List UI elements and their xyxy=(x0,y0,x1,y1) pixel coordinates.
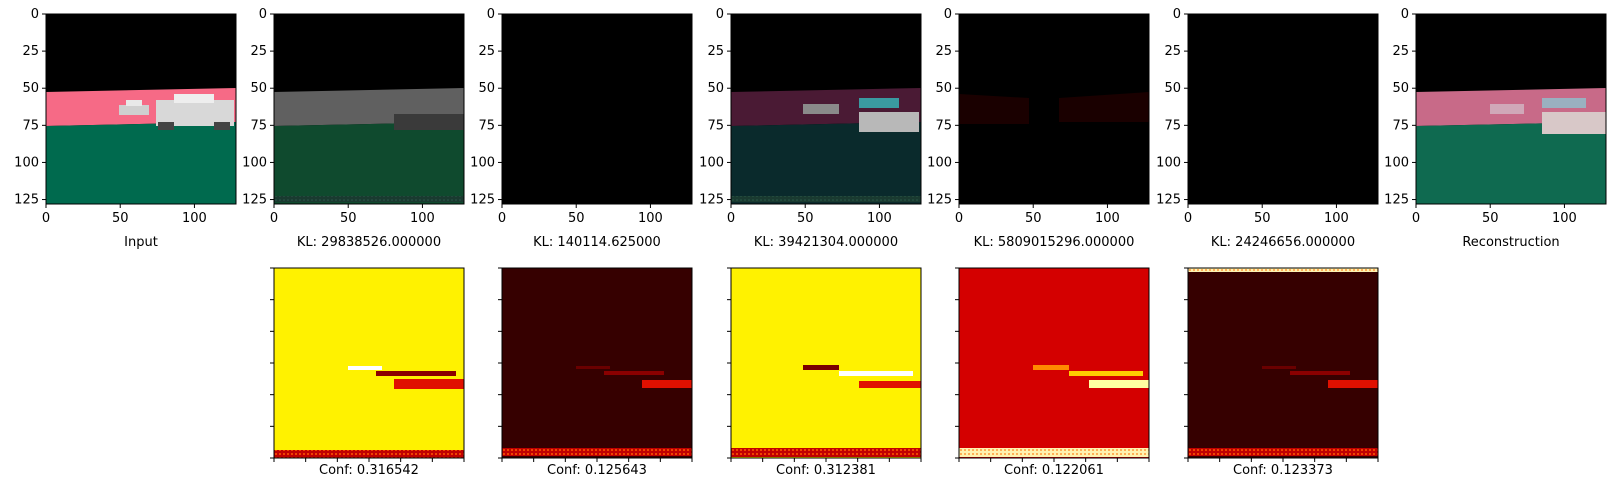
y-tick-label: 25 xyxy=(250,44,267,59)
y-tick-label: 75 xyxy=(707,118,724,133)
y-tick-label: 50 xyxy=(1164,81,1181,96)
conf-label-1: Conf: 0.316542 xyxy=(319,463,419,478)
y-tick-label: 25 xyxy=(478,44,495,59)
x-tick-label: 50 xyxy=(797,211,814,226)
kl-label-1: KL: 29838526.000000 xyxy=(297,235,441,250)
x-tick-label: 50 xyxy=(1025,211,1042,226)
x-tick-label: 100 xyxy=(1552,211,1577,226)
x-tick-label: 0 xyxy=(498,211,506,226)
heatmap-2 xyxy=(501,267,693,459)
component-3-panel xyxy=(730,13,922,205)
x-tick-label: 50 xyxy=(112,211,129,226)
y-tick-label: 25 xyxy=(1392,44,1409,59)
y-tick-label: 100 xyxy=(927,155,952,170)
y-tick-label: 50 xyxy=(1392,81,1409,96)
x-tick-label: 100 xyxy=(638,211,663,226)
component-5-panel xyxy=(1187,13,1379,205)
y-tick-label: 75 xyxy=(250,118,267,133)
x-tick-label: 100 xyxy=(1324,211,1349,226)
y-tick-label: 100 xyxy=(699,155,724,170)
y-tick-label: 0 xyxy=(487,7,495,22)
reconstruction-caption: Reconstruction xyxy=(1462,235,1559,250)
y-tick-label: 100 xyxy=(1156,155,1181,170)
x-tick-label: 0 xyxy=(42,211,50,226)
component-4-panel xyxy=(958,13,1150,205)
y-tick-label: 125 xyxy=(699,193,724,208)
input-caption: Input xyxy=(124,235,158,250)
y-tick-label: 0 xyxy=(259,7,267,22)
y-tick-label: 125 xyxy=(242,193,267,208)
x-tick-label: 0 xyxy=(955,211,963,226)
y-tick-label: 25 xyxy=(935,44,952,59)
x-tick-label: 0 xyxy=(1184,211,1192,226)
heatmap-5 xyxy=(1187,267,1379,459)
heatmap-3 xyxy=(730,267,922,459)
kl-label-2: KL: 140114.625000 xyxy=(533,235,661,250)
y-tick-label: 0 xyxy=(716,7,724,22)
y-tick-label: 125 xyxy=(927,193,952,208)
y-tick-label: 50 xyxy=(250,81,267,96)
y-tick-label: 50 xyxy=(707,81,724,96)
x-tick-label: 50 xyxy=(340,211,357,226)
y-tick-label: 75 xyxy=(1392,118,1409,133)
x-tick-label: 0 xyxy=(1412,211,1420,226)
x-tick-label: 0 xyxy=(270,211,278,226)
conf-label-2: Conf: 0.125643 xyxy=(547,463,647,478)
x-tick-label: 50 xyxy=(1482,211,1499,226)
x-tick-label: 100 xyxy=(182,211,207,226)
y-tick-label: 25 xyxy=(707,44,724,59)
y-tick-label: 125 xyxy=(1156,193,1181,208)
y-tick-label: 100 xyxy=(1384,155,1409,170)
kl-label-5: KL: 24246656.000000 xyxy=(1211,235,1355,250)
x-tick-label: 100 xyxy=(1095,211,1120,226)
y-tick-label: 50 xyxy=(935,81,952,96)
input-panel xyxy=(45,13,237,205)
heatmap-4 xyxy=(958,267,1150,459)
y-tick-label: 125 xyxy=(14,193,39,208)
y-tick-label: 0 xyxy=(31,7,39,22)
y-tick-label: 50 xyxy=(22,81,39,96)
y-tick-label: 100 xyxy=(470,155,495,170)
y-tick-label: 25 xyxy=(22,44,39,59)
component-2-panel xyxy=(501,13,693,205)
x-tick-label: 50 xyxy=(1254,211,1271,226)
y-tick-label: 75 xyxy=(1164,118,1181,133)
x-tick-label: 100 xyxy=(410,211,435,226)
reconstruction-panel xyxy=(1415,13,1607,205)
kl-label-3: KL: 39421304.000000 xyxy=(754,235,898,250)
y-tick-label: 75 xyxy=(22,118,39,133)
y-tick-label: 100 xyxy=(242,155,267,170)
x-tick-label: 100 xyxy=(867,211,892,226)
y-tick-label: 25 xyxy=(1164,44,1181,59)
y-tick-label: 0 xyxy=(1173,7,1181,22)
y-tick-label: 125 xyxy=(1384,193,1409,208)
y-tick-label: 125 xyxy=(470,193,495,208)
y-tick-label: 0 xyxy=(944,7,952,22)
kl-label-4: KL: 5809015296.000000 xyxy=(974,235,1135,250)
y-tick-label: 0 xyxy=(1401,7,1409,22)
conf-label-4: Conf: 0.122061 xyxy=(1004,463,1104,478)
component-1-panel xyxy=(273,13,465,205)
y-tick-label: 75 xyxy=(935,118,952,133)
conf-label-5: Conf: 0.123373 xyxy=(1233,463,1333,478)
x-tick-label: 0 xyxy=(727,211,735,226)
heatmap-1 xyxy=(273,267,465,459)
y-tick-label: 50 xyxy=(478,81,495,96)
y-tick-label: 100 xyxy=(14,155,39,170)
x-tick-label: 50 xyxy=(568,211,585,226)
y-tick-label: 75 xyxy=(478,118,495,133)
conf-label-3: Conf: 0.312381 xyxy=(776,463,876,478)
